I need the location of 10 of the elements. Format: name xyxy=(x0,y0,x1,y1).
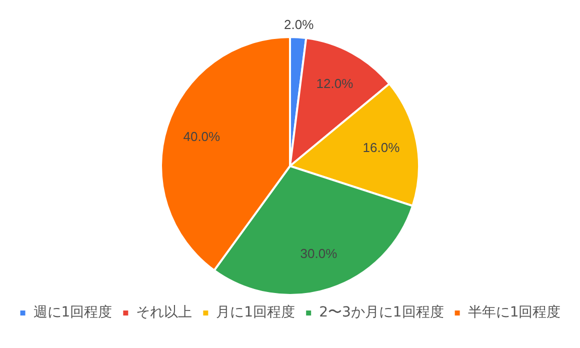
legend-label: それ以上 xyxy=(136,304,192,321)
data-label: 2.0% xyxy=(284,16,314,32)
legend-label: 半年に1回程度 xyxy=(468,304,561,321)
data-label: 12.0% xyxy=(316,76,354,92)
legend-label: 月に1回程度 xyxy=(216,304,296,321)
data-label: 40.0% xyxy=(183,128,221,144)
legend-label: 2〜3か月に1回程度 xyxy=(319,304,444,321)
data-label: 30.0% xyxy=(300,246,338,261)
legend-label: 週に1回程度 xyxy=(33,304,112,321)
data-label: 16.0% xyxy=(362,140,400,156)
